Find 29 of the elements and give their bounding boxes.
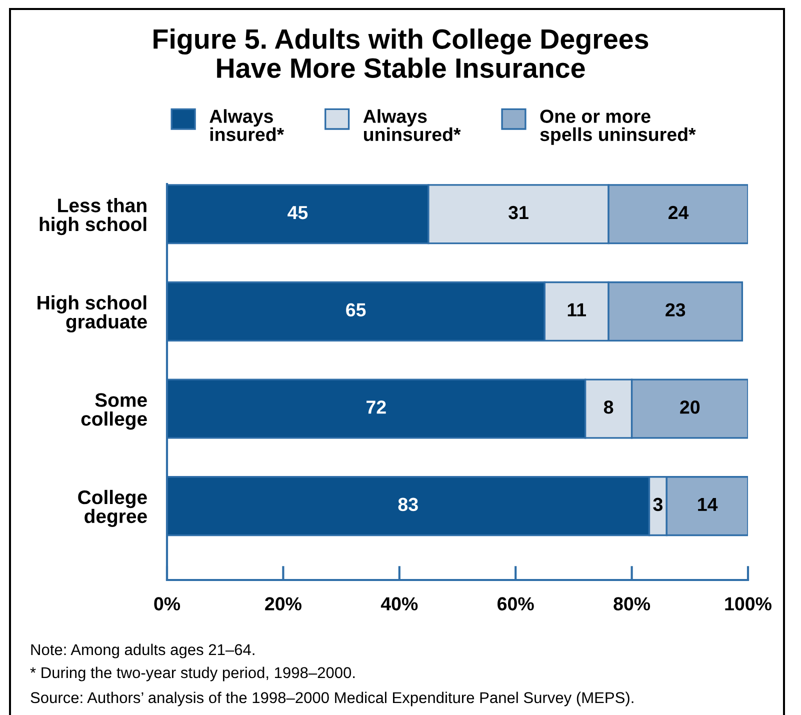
data-label: 20 [680,400,700,414]
x-tick-label: 100% [725,597,772,610]
data-label: 83 [398,498,418,512]
x-tick-label: 60% [498,597,534,610]
data-label: 24 [668,206,689,220]
data-label: 31 [508,206,528,220]
legend-label: One or more spells uninsured* [540,110,696,145]
data-label: 11 [568,303,586,316]
legend-label: Always insured* [210,109,284,142]
data-label: 14 [698,498,718,511]
data-label: 72 [366,400,386,414]
text: * During the two-year study period, 1998–2000. [30,666,355,682]
x-tick-label: 0% [154,597,180,610]
y-tick-label: Less than high school [40,198,146,236]
text: Note: Among adults ages 21–64. [31,644,254,658]
x-tick-label: 80% [614,597,650,610]
source-note: Source: Authors’ analysis of the 1998–2000 Medical Expenditure Panel Survey (MEPS). [30,692,634,706]
data-label: 45 [288,206,308,220]
y-tick-label: Some college [81,393,147,430]
data-label: 65 [346,303,366,316]
x-tick-label: 40% [380,597,418,610]
y-tick-label: High school graduate [38,295,147,332]
chart-title: Figure 5. Adults with College Degrees Have More Stable Insurance [154,28,648,78]
data-label: 3 [653,498,662,512]
data-label: 8 [604,400,614,414]
data-label: 23 [666,303,686,317]
y-tick-label: College degree [78,490,147,528]
legend-label: Always uninsured* [363,109,461,142]
x-tick-label: 20% [265,597,302,610]
